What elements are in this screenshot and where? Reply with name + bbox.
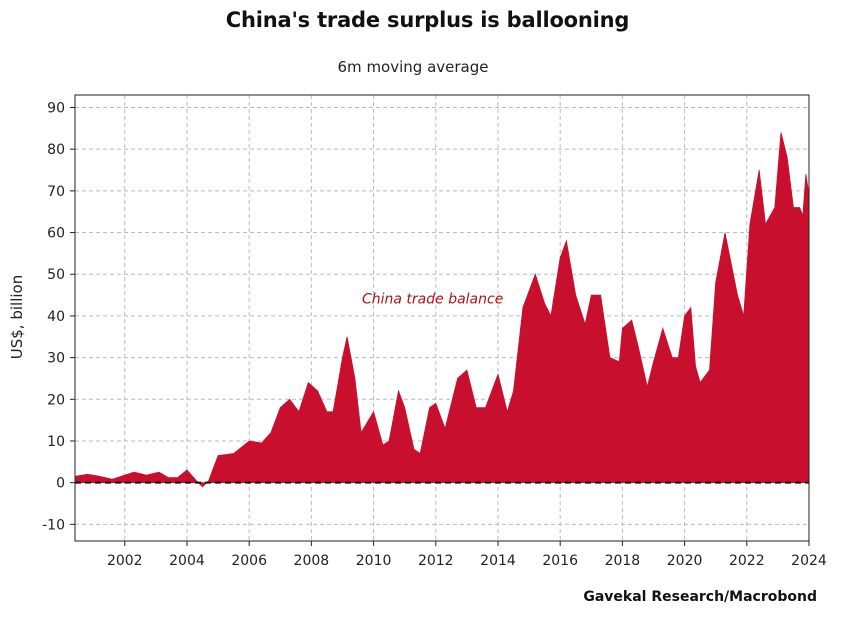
chart-subtitle: 6m moving average	[337, 58, 489, 76]
x-tick-label: 2004	[169, 553, 205, 569]
x-tick-label: 2022	[729, 553, 765, 569]
x-tick-label: 2010	[356, 553, 392, 569]
y-tick-label: 20	[47, 392, 65, 408]
y-tick-label: -10	[42, 517, 65, 533]
x-axis: 2002 2004 2006 2008 2010 2012 2014 2016 2018 2020…	[107, 541, 827, 569]
y-tick-label: 90	[47, 101, 65, 117]
chart-title: China's trade surplus is ballooning	[225, 8, 630, 32]
y-tick-label: 60	[47, 226, 65, 242]
x-tick-label: 2012	[418, 553, 454, 569]
y-tick-label: 0	[56, 476, 65, 492]
y-tick-label: 70	[47, 184, 65, 200]
plot-frame	[74, 94, 810, 542]
y-tick-label: 10	[47, 434, 65, 450]
x-tick-label: 2020	[667, 553, 703, 569]
x-tick-label: 2008	[294, 553, 330, 569]
source-note: Gavekal Research/Macrobond	[583, 589, 817, 605]
x-tick-label: 2002	[107, 553, 143, 569]
series-label: China trade balance	[362, 291, 503, 307]
x-tick-label: 2018	[605, 553, 641, 569]
y-tick-label: 50	[47, 267, 65, 283]
y-tick-label: 80	[47, 142, 65, 158]
x-tick-label: 2014	[480, 553, 516, 569]
y-tick-label: 40	[47, 309, 65, 325]
trade-balance-area	[74, 132, 810, 488]
y-axis: -10 0 10 20 30 40 50 60 70 80 90	[42, 101, 75, 533]
x-tick-label: 2024	[791, 553, 827, 569]
x-tick-label: 2006	[231, 553, 267, 569]
y-tick-label: 30	[47, 351, 65, 367]
x-tick-label: 2016	[542, 553, 578, 569]
